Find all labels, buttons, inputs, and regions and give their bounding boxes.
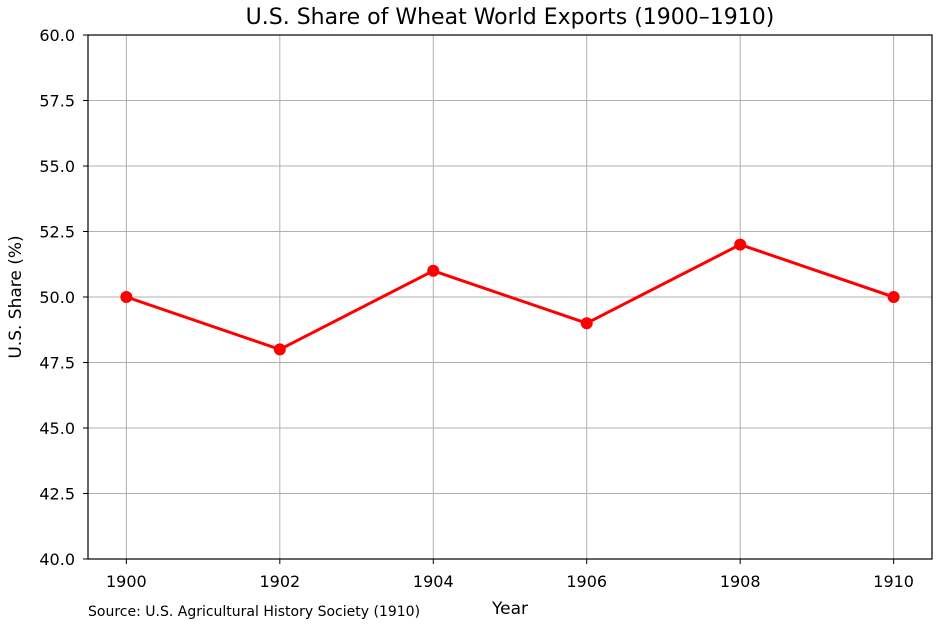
y-tick-label: 42.5 xyxy=(39,485,75,504)
x-tick-label: 1908 xyxy=(720,572,761,591)
x-tick-label: 1900 xyxy=(106,572,147,591)
y-tick-label: 47.5 xyxy=(39,354,75,373)
y-tick-label: 60.0 xyxy=(39,26,75,45)
series-line xyxy=(125,243,895,351)
y-tick-label: 40.0 xyxy=(39,550,75,569)
y-tick-label: 45.0 xyxy=(39,419,75,438)
x-tick-label: 1904 xyxy=(413,572,454,591)
y-tick-label: 55.0 xyxy=(39,157,75,176)
y-tick-label: 57.5 xyxy=(39,92,75,111)
plot-frame xyxy=(87,34,933,560)
x-axis-label: Year xyxy=(491,599,528,619)
x-tick-label: 1906 xyxy=(566,572,607,591)
y-tick-label: 52.5 xyxy=(39,223,75,242)
axis-ticks: 1900 1902 1904 1906 1908 1910 40.0 42.5 45.0 47.5… xyxy=(39,26,914,591)
y-tick-label: 50.0 xyxy=(39,288,75,307)
series-group xyxy=(120,238,900,356)
data-point xyxy=(887,291,900,303)
data-point xyxy=(734,238,747,251)
data-point xyxy=(273,343,286,356)
chart-title: U.S. Share of Wheat World Exports (1900–… xyxy=(246,5,775,30)
x-tick-label: 1910 xyxy=(873,572,914,591)
x-tick-label: 1902 xyxy=(259,572,300,591)
source-note: Source: U.S. Agricultural History Societ… xyxy=(88,604,420,620)
data-point xyxy=(120,291,133,303)
data-point xyxy=(580,317,593,330)
data-point xyxy=(427,264,440,277)
y-axis-label: U.S. Share (%) xyxy=(6,235,26,358)
